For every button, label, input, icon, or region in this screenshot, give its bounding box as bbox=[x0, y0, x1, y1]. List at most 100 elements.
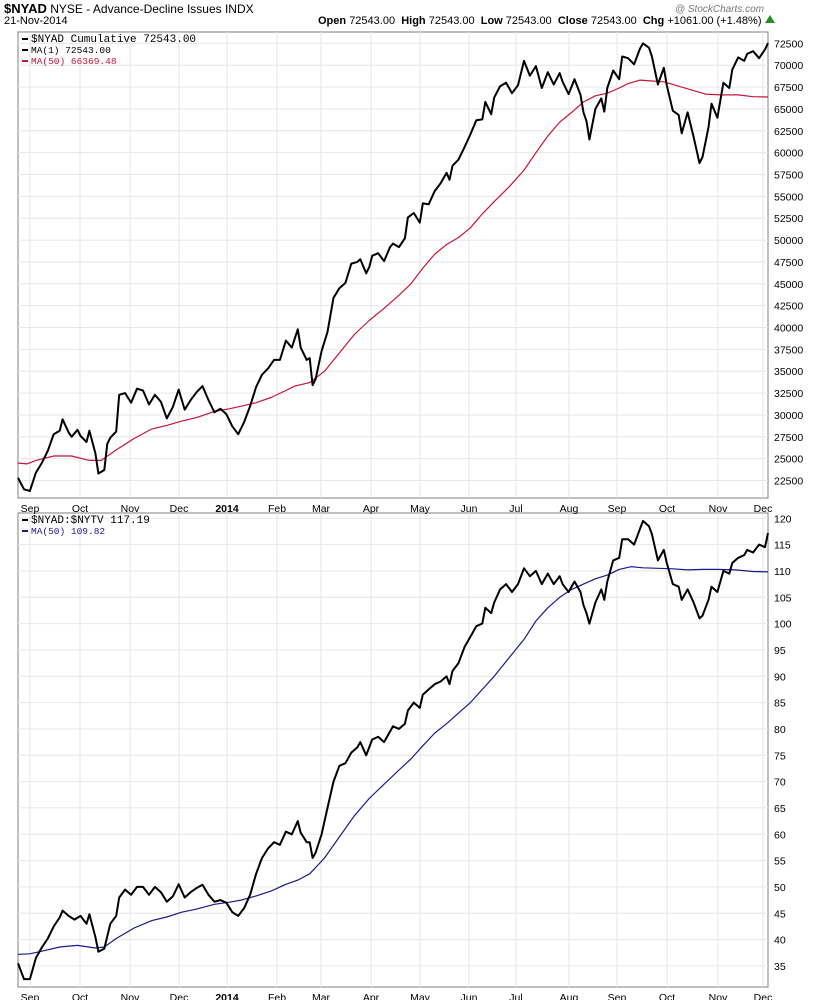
chart-title: $NYAD NYSE - Advance-Decline Issues INDX bbox=[4, 1, 254, 16]
close-label: Close bbox=[557, 15, 588, 27]
x-tick-label: Nov bbox=[121, 503, 140, 515]
x-tick-label: Oct bbox=[659, 992, 675, 1000]
y-tick-label: 90 bbox=[774, 671, 786, 683]
bottom-x-tick-labels: Sep Oct Nov Dec 2014 Feb Mar Apr May Jun Jul Aug Sep… bbox=[21, 992, 773, 1000]
chg-value: +1061.00 (+1.48%) bbox=[667, 15, 762, 27]
y-tick-label: 80 bbox=[774, 724, 786, 736]
chart-date: 21-Nov-2014 bbox=[4, 15, 68, 27]
legend-entry: $NYAD Cumulative 72543.00 bbox=[31, 34, 196, 46]
x-tick-label: Nov bbox=[709, 503, 728, 515]
legend-entry: $NYAD:$NYTV 117.19 bbox=[31, 515, 150, 527]
top-y-tick-labels: 22500 25000 27500 30000 32500 35000 37500 40000… bbox=[774, 38, 803, 487]
y-tick-label: 30000 bbox=[774, 410, 803, 422]
x-tick-label: Oct bbox=[72, 992, 88, 1000]
y-tick-label: 40 bbox=[774, 935, 786, 947]
top-panel-frame bbox=[17, 31, 769, 499]
top-grid bbox=[18, 32, 768, 498]
y-tick-label: 120 bbox=[774, 513, 792, 525]
x-tick-label: Jun bbox=[461, 503, 478, 515]
y-tick-label: 85 bbox=[774, 698, 786, 710]
symbol: $NYAD bbox=[4, 1, 47, 16]
y-tick-label: 45 bbox=[774, 908, 786, 920]
bottom-panel-frame bbox=[17, 512, 769, 988]
x-tick-label: Oct bbox=[659, 503, 675, 515]
top-x-tick-labels: Sep Oct Nov Dec 2014 Feb Mar Apr May Jun Jul Aug Sep… bbox=[21, 503, 773, 515]
high-value: 72543.00 bbox=[428, 15, 475, 27]
y-tick-label: 115 bbox=[774, 540, 791, 552]
legend-entry: MA(1) 72543.00 bbox=[31, 45, 111, 56]
high-label: High bbox=[401, 15, 426, 27]
chg-label: Chg bbox=[642, 15, 665, 27]
x-tick-label: Dec bbox=[754, 992, 773, 1000]
y-tick-label: 60 bbox=[774, 829, 786, 841]
x-tick-label: Sep bbox=[21, 992, 40, 1000]
y-tick-label: 32500 bbox=[774, 388, 803, 400]
x-tick-label: Dec bbox=[170, 503, 189, 515]
up-arrow-icon bbox=[764, 15, 775, 23]
series-line-0 bbox=[17, 42, 769, 492]
x-tick-label: 2014 bbox=[215, 503, 239, 515]
y-tick-label: 57500 bbox=[774, 170, 803, 182]
y-tick-label: 40000 bbox=[774, 323, 803, 335]
x-tick-label: Apr bbox=[363, 503, 380, 515]
legend-entry: MA(50) 109.82 bbox=[31, 526, 105, 537]
x-tick-label: 2014 bbox=[215, 992, 239, 1000]
x-tick-label: Mar bbox=[312, 503, 331, 515]
top-series bbox=[17, 42, 769, 492]
x-tick-label: Nov bbox=[709, 992, 728, 1000]
y-tick-label: 27500 bbox=[774, 432, 803, 444]
y-tick-label: 22500 bbox=[774, 476, 803, 488]
x-tick-label: Nov bbox=[121, 992, 140, 1000]
low-label: Low bbox=[480, 15, 503, 27]
y-tick-label: 65000 bbox=[774, 104, 803, 116]
x-tick-label: Sep bbox=[608, 503, 627, 515]
y-tick-label: 37500 bbox=[774, 344, 803, 356]
ohlc-bar: Open 72543.00 High 72543.00 Low 72543.00… bbox=[318, 15, 775, 27]
x-tick-label: Mar bbox=[312, 992, 331, 1000]
y-tick-label: 55000 bbox=[774, 191, 803, 203]
y-tick-label: 42500 bbox=[774, 301, 803, 313]
y-tick-label: 70000 bbox=[774, 60, 803, 72]
x-tick-label: Jul bbox=[509, 992, 522, 1000]
open-label: Open bbox=[318, 15, 347, 27]
y-tick-label: 67500 bbox=[774, 82, 803, 94]
x-tick-label: Jul bbox=[509, 503, 522, 515]
open-value: 72543.00 bbox=[349, 15, 396, 27]
bottom-series bbox=[17, 519, 769, 981]
y-tick-label: 25000 bbox=[774, 454, 803, 466]
bottom-y-tick-labels: 35 40 45 50 55 60 65 70 75 80 85 90 95 100 105 110 115 12… bbox=[774, 513, 792, 973]
watermark: @ StockCharts.com bbox=[674, 4, 764, 15]
x-tick-label: Oct bbox=[72, 503, 88, 515]
x-tick-label: Dec bbox=[170, 992, 189, 1000]
series-line-0 bbox=[17, 519, 769, 981]
x-tick-label: May bbox=[410, 503, 431, 515]
x-tick-label: Sep bbox=[608, 992, 627, 1000]
y-tick-label: 45000 bbox=[774, 279, 803, 291]
x-tick-label: Aug bbox=[560, 503, 579, 515]
y-tick-label: 55 bbox=[774, 856, 786, 868]
x-tick-label: Feb bbox=[268, 992, 286, 1000]
low-value: 72543.00 bbox=[505, 15, 552, 27]
y-tick-label: 110 bbox=[774, 566, 791, 578]
bottom-grid bbox=[18, 513, 768, 987]
x-tick-label: Apr bbox=[363, 992, 380, 1000]
close-value: 72543.00 bbox=[590, 15, 637, 27]
y-tick-label: 72500 bbox=[774, 38, 803, 50]
y-tick-label: 35000 bbox=[774, 366, 803, 378]
y-tick-label: 95 bbox=[774, 645, 786, 657]
y-tick-label: 47500 bbox=[774, 257, 803, 269]
x-tick-label: Aug bbox=[560, 992, 579, 1000]
y-tick-label: 70 bbox=[774, 777, 786, 789]
y-tick-label: 60000 bbox=[774, 148, 803, 160]
y-tick-label: 100 bbox=[774, 619, 792, 631]
y-tick-label: 50 bbox=[774, 882, 786, 894]
x-tick-label: Sep bbox=[21, 503, 40, 515]
y-tick-label: 75 bbox=[774, 750, 786, 762]
x-tick-label: Dec bbox=[754, 503, 773, 515]
y-tick-label: 50000 bbox=[774, 235, 803, 247]
x-tick-label: Jun bbox=[461, 992, 478, 1000]
y-tick-label: 65 bbox=[774, 803, 786, 815]
